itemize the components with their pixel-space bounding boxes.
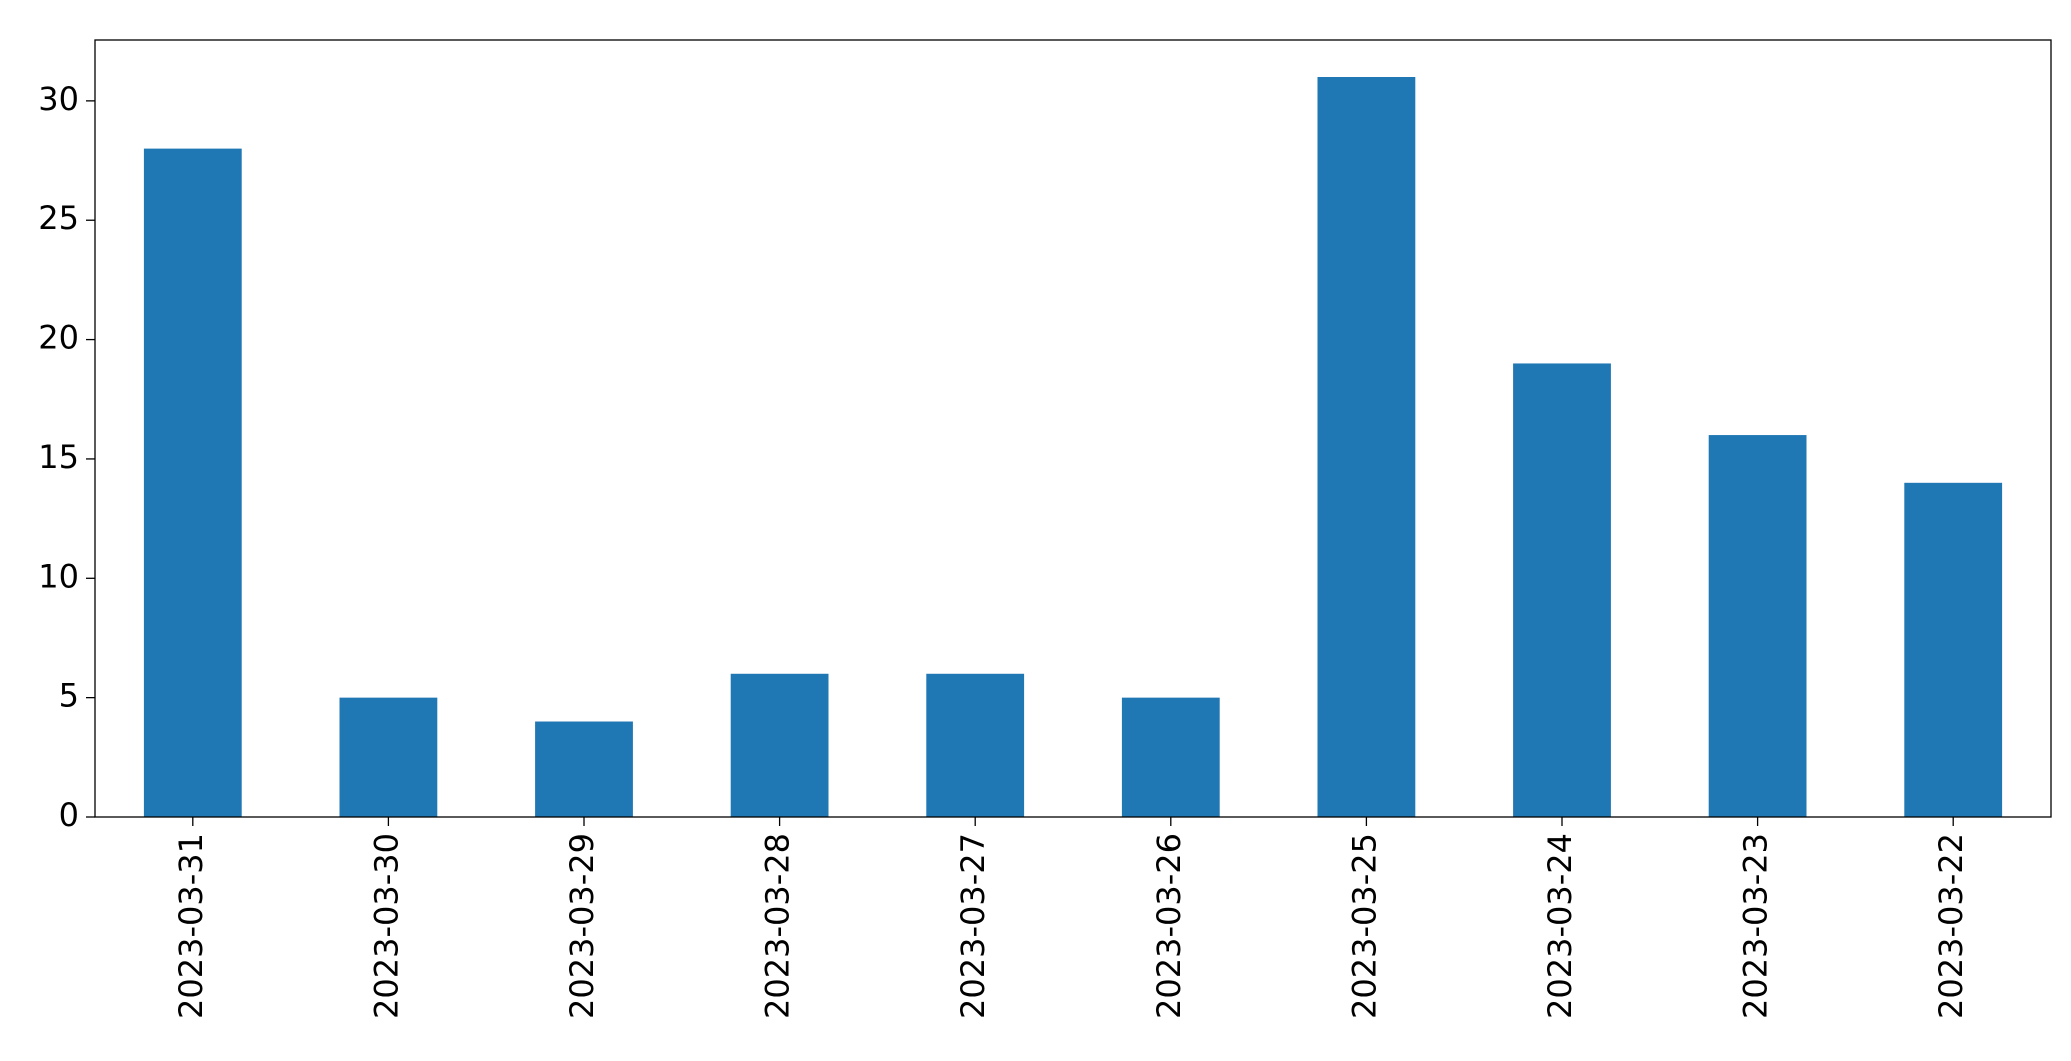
x-tick-label: 2023-03-23	[1737, 833, 1775, 1019]
bar	[1317, 77, 1416, 817]
plot-frame	[94, 39, 2052, 818]
x-tick-label: 2023-03-29	[563, 833, 601, 1019]
y-tick-label: 5	[59, 677, 79, 715]
y-tick-label: 10	[38, 557, 79, 595]
x-tick-label: 2023-03-22	[1932, 833, 1970, 1019]
bar	[926, 673, 1025, 817]
bar	[1904, 482, 2003, 817]
bar	[1513, 363, 1611, 817]
y-tick-label: 15	[38, 438, 79, 476]
y-tick-label: 20	[38, 319, 79, 357]
bar	[143, 148, 242, 817]
bar	[730, 673, 829, 817]
x-tick-label: 2023-03-26	[1150, 833, 1188, 1019]
x-tick-label: 2023-03-31	[172, 833, 210, 1019]
y-tick-label: 30	[38, 80, 79, 118]
x-tick-label: 2023-03-30	[367, 833, 405, 1019]
bar	[339, 697, 438, 817]
bar	[1708, 435, 1807, 817]
x-tick-label: 2023-03-25	[1345, 833, 1383, 1019]
bar	[1121, 697, 1220, 817]
y-tick-label: 25	[38, 199, 79, 237]
x-tick-label: 2023-03-27	[954, 833, 992, 1019]
bar	[535, 721, 633, 817]
x-tick-label: 2023-03-24	[1541, 833, 1579, 1019]
x-tick-label: 2023-03-28	[759, 833, 797, 1019]
y-tick-label: 0	[59, 796, 79, 834]
